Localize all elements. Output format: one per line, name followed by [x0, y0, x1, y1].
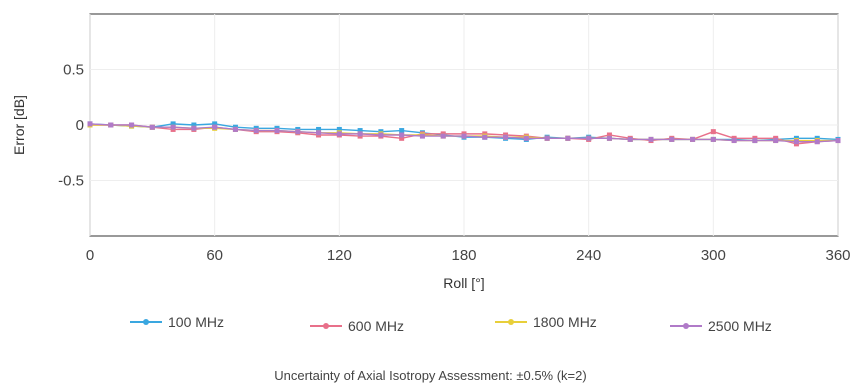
data-point	[274, 128, 280, 134]
data-point	[87, 121, 93, 127]
data-point	[773, 138, 779, 144]
data-point	[690, 136, 696, 142]
y-tick-label: 0.5	[63, 62, 84, 79]
data-point	[399, 135, 405, 141]
data-point	[627, 136, 633, 142]
data-point	[336, 126, 342, 132]
data-point	[606, 132, 612, 138]
legend-item: 1800 MHz	[495, 314, 597, 330]
data-point	[752, 138, 758, 144]
x-tick-label: 300	[701, 247, 726, 264]
data-point	[482, 134, 488, 140]
legend-item: 600 MHz	[310, 318, 404, 334]
legend-label: 2500 MHz	[708, 318, 772, 334]
legend-item: 100 MHz	[130, 314, 224, 330]
data-point	[357, 128, 363, 134]
data-point	[440, 133, 446, 139]
legend-label: 100 MHz	[168, 314, 225, 330]
data-point	[461, 133, 467, 139]
data-point	[336, 131, 342, 137]
data-point	[544, 135, 550, 141]
data-point	[357, 131, 363, 137]
y-tick-label: 0	[76, 117, 84, 134]
data-point	[565, 135, 571, 141]
x-axis-label: Roll [°]	[443, 275, 484, 291]
data-point	[648, 136, 654, 142]
data-point	[710, 129, 716, 135]
data-point	[710, 136, 716, 142]
data-point	[419, 133, 425, 139]
chart: 0 60 120 180 240 300 360 0.5 0 -0.5 Roll [°] Erro…	[11, 13, 851, 291]
x-tick-label: 240	[576, 247, 601, 264]
data-point	[669, 136, 675, 142]
legend-item: 2500 MHz	[670, 318, 772, 334]
legend-label: 600 MHz	[348, 318, 405, 334]
data-point	[378, 132, 384, 138]
x-tick-label: 120	[327, 247, 352, 264]
data-point	[253, 128, 259, 134]
x-tick-label: 60	[206, 247, 223, 264]
series-4	[87, 121, 841, 145]
data-point	[316, 126, 322, 132]
data-point	[586, 135, 592, 141]
data-point	[149, 124, 155, 130]
legend-swatch	[130, 316, 162, 328]
data-point	[814, 139, 820, 145]
legend-swatch	[310, 320, 342, 332]
data-point	[835, 138, 841, 144]
data-point	[212, 121, 218, 127]
data-point	[399, 132, 405, 138]
data-point	[399, 128, 405, 134]
legend-label: 1800 MHz	[533, 314, 597, 330]
data-point	[170, 124, 176, 130]
data-point	[316, 130, 322, 136]
x-tick-label: 0	[86, 247, 94, 264]
series-layer	[87, 121, 841, 147]
legend-swatch	[495, 316, 527, 328]
data-point	[523, 135, 529, 141]
data-point	[606, 135, 612, 141]
data-point	[503, 134, 509, 140]
x-tick-label: 360	[825, 247, 850, 264]
x-tick-label: 180	[451, 247, 476, 264]
data-point	[191, 125, 197, 131]
data-point	[731, 138, 737, 144]
tick-labels: 0 60 120 180 240 300 360 0.5 0 -0.5	[58, 62, 850, 265]
legend-swatch	[670, 320, 702, 332]
data-point	[793, 139, 799, 145]
data-point	[170, 121, 176, 127]
y-tick-label: -0.5	[58, 173, 84, 190]
data-point	[191, 122, 197, 128]
data-point	[232, 126, 238, 132]
data-point	[108, 122, 114, 128]
legend: 100 MHz 600 MHz 1800 MHz 2500 MHz	[0, 310, 861, 340]
uncertainty-footnote: Uncertainty of Axial Isotropy Assessment…	[274, 368, 587, 383]
data-point	[212, 124, 218, 130]
y-axis-label: Error [dB]	[11, 95, 27, 155]
data-point	[295, 129, 301, 135]
data-point	[129, 122, 135, 128]
